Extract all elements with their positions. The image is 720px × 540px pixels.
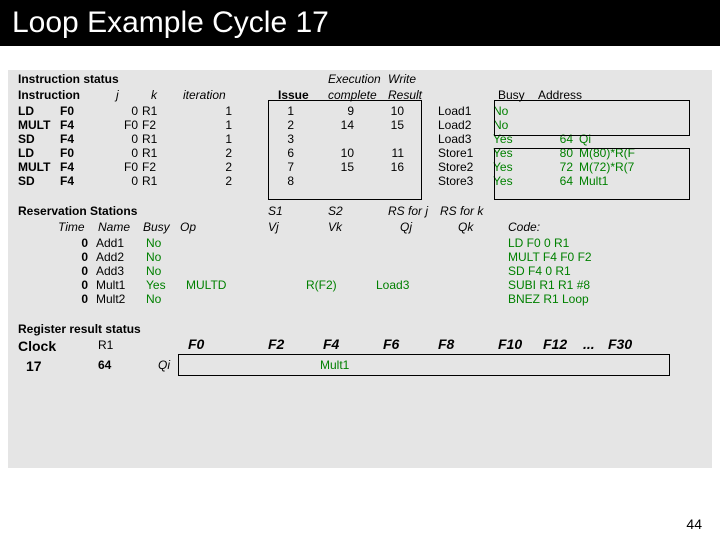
col-j: j [116, 88, 119, 102]
table-row: 0Add3No [58, 264, 436, 278]
code-header: Code: [508, 220, 540, 234]
instr-status-header: Instruction status [18, 72, 119, 86]
code-line: SD F4 0 R1 [508, 264, 592, 278]
col-write: Write [388, 72, 416, 86]
table-row: 0Add1No [58, 236, 436, 250]
table-row: 0Add2No [58, 250, 436, 264]
res-rsk: RS for k [440, 204, 483, 218]
reg-f12: F12 [543, 336, 567, 352]
r1-label: R1 [98, 338, 113, 352]
reg-dots: ... [583, 336, 595, 352]
res-time: Time [58, 220, 85, 234]
col-k: k [151, 88, 157, 102]
reg-f6: F6 [383, 336, 399, 352]
table-row: 0Mult1YesMULTDR(F2)Load3 [58, 278, 436, 292]
res-s2: S2 [328, 204, 343, 218]
reg-f0: F0 [188, 336, 204, 352]
res-vk: Vk [328, 220, 342, 234]
res-op: Op [180, 220, 196, 234]
qi-box [178, 354, 670, 376]
col-iter: iteration [183, 88, 226, 102]
code-lines: LD F0 0 R1 MULT F4 F0 F2 SD F4 0 R1 SUBI… [508, 236, 592, 306]
res-header: Reservation Stations [18, 204, 137, 218]
clock-label: Clock [18, 338, 56, 354]
reg-header: Register result status [18, 322, 141, 336]
res-s1: S1 [268, 204, 283, 218]
reg-f10: F10 [498, 336, 522, 352]
reg-f2: F2 [268, 336, 284, 352]
reg-f4: F4 [323, 336, 339, 352]
col-exec: Execution [328, 72, 381, 86]
res-rsj: RS for j [388, 204, 428, 218]
clock-value: 17 [26, 358, 42, 374]
res-name: Name [98, 220, 130, 234]
code-line: MULT F4 F0 F2 [508, 250, 592, 264]
col-instruction: Instruction [18, 88, 80, 102]
reg-f8: F8 [438, 336, 454, 352]
res-rows: 0Add1No 0Add2No 0Add3No 0Mult1YesMULTDR(… [58, 236, 436, 306]
instr-box [268, 100, 422, 200]
qi-label: Qi [158, 358, 170, 372]
slide-body: Instruction status Execution Write Instr… [8, 70, 712, 468]
page-title: Loop Example Cycle 17 [12, 6, 329, 39]
page-number: 44 [686, 516, 702, 532]
table-row: 0Mult2No [58, 292, 436, 306]
res-busy: Busy [143, 220, 170, 234]
res-vj: Vj [268, 220, 279, 234]
ls-box-bottom [494, 148, 690, 200]
res-qk: Qk [458, 220, 473, 234]
code-line: BNEZ R1 Loop [508, 292, 592, 306]
reg-f30: F30 [608, 336, 632, 352]
ls-box-top [494, 100, 690, 136]
r1-value: 64 [98, 358, 111, 372]
code-line: SUBI R1 R1 #8 [508, 278, 592, 292]
title-bar: Loop Example Cycle 17 [0, 0, 720, 46]
res-qj: Qj [400, 220, 412, 234]
code-line: LD F0 0 R1 [508, 236, 592, 250]
